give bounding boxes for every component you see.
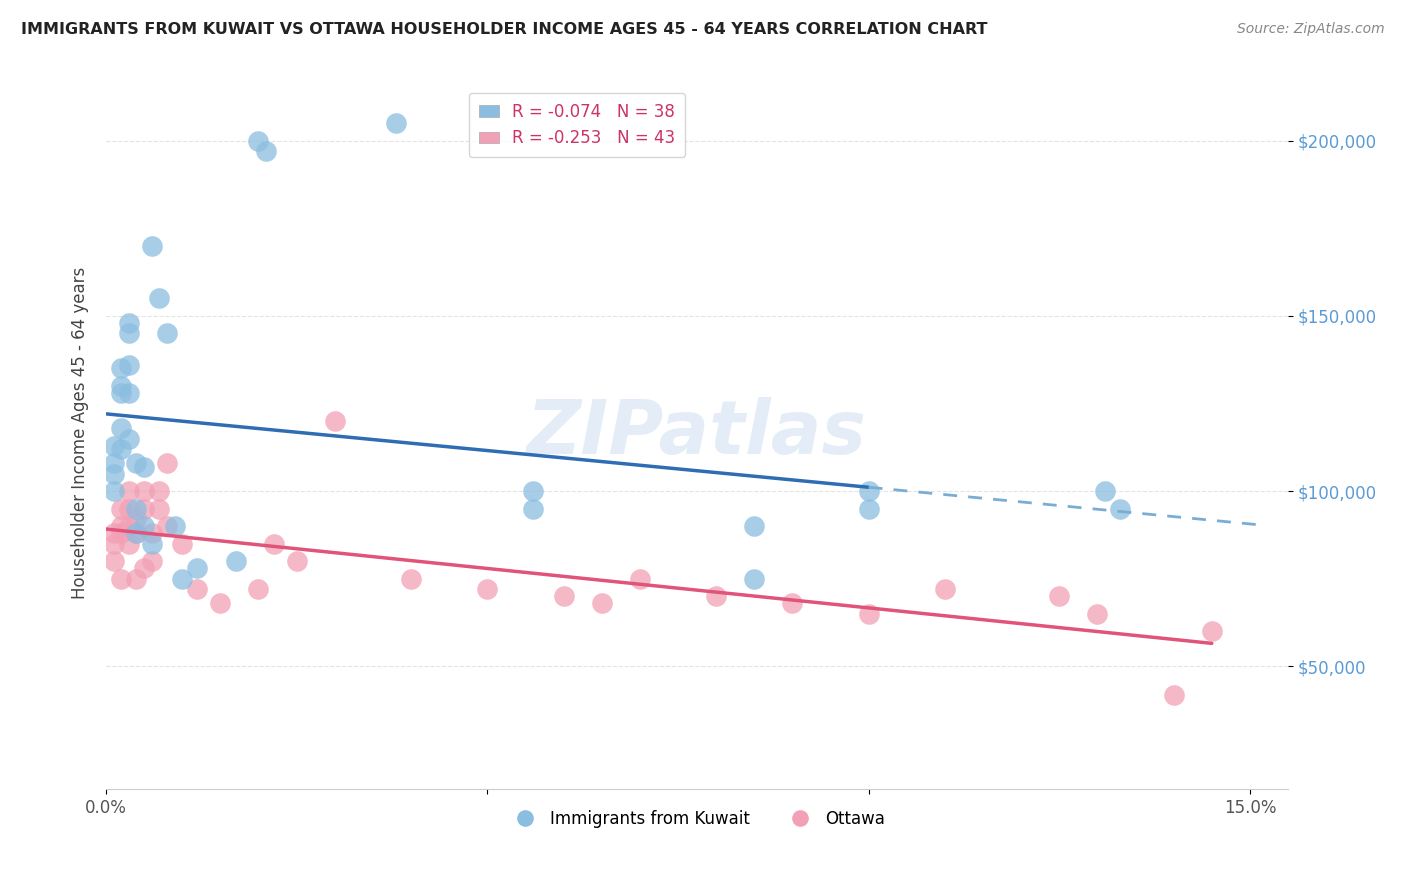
Point <box>553 590 575 604</box>
Point <box>1201 624 1223 639</box>
Point <box>103 456 125 470</box>
Point <box>209 596 232 610</box>
Point <box>934 582 956 597</box>
Point <box>103 439 125 453</box>
Point <box>858 484 880 499</box>
Text: ZIPatlas: ZIPatlas <box>527 397 868 470</box>
Point <box>172 537 194 551</box>
Point <box>384 116 406 130</box>
Point <box>285 554 308 568</box>
Point <box>141 526 163 541</box>
Point <box>132 459 155 474</box>
Point <box>1163 688 1185 702</box>
Point <box>858 607 880 621</box>
Point <box>148 484 170 499</box>
Point <box>186 561 208 575</box>
Point <box>132 484 155 499</box>
Point <box>132 519 155 533</box>
Point <box>742 519 765 533</box>
Point <box>1109 501 1132 516</box>
Point <box>132 501 155 516</box>
Point <box>125 526 148 541</box>
Point <box>125 526 148 541</box>
Text: IMMIGRANTS FROM KUWAIT VS OTTAWA HOUSEHOLDER INCOME AGES 45 - 64 YEARS CORRELATI: IMMIGRANTS FROM KUWAIT VS OTTAWA HOUSEHO… <box>21 22 987 37</box>
Point <box>225 554 247 568</box>
Point <box>118 537 141 551</box>
Point <box>110 386 132 401</box>
Point <box>118 519 141 533</box>
Point <box>254 144 277 158</box>
Point <box>110 442 132 456</box>
Legend: Immigrants from Kuwait, Ottawa: Immigrants from Kuwait, Ottawa <box>502 803 891 834</box>
Point <box>118 432 141 446</box>
Point <box>110 572 132 586</box>
Point <box>163 519 186 533</box>
Point <box>1087 607 1109 621</box>
Point <box>110 501 132 516</box>
Point <box>247 134 270 148</box>
Point <box>148 501 170 516</box>
Point <box>522 484 544 499</box>
Point <box>1094 484 1116 499</box>
Point <box>522 501 544 516</box>
Point <box>1047 590 1070 604</box>
Point <box>118 386 141 401</box>
Point <box>118 484 141 499</box>
Point <box>125 512 148 526</box>
Point <box>742 572 765 586</box>
Point <box>704 590 727 604</box>
Point <box>148 291 170 305</box>
Point <box>110 361 132 376</box>
Point <box>125 456 148 470</box>
Point <box>103 537 125 551</box>
Point <box>263 537 285 551</box>
Point <box>110 379 132 393</box>
Point <box>186 582 208 597</box>
Text: Source: ZipAtlas.com: Source: ZipAtlas.com <box>1237 22 1385 37</box>
Y-axis label: Householder Income Ages 45 - 64 years: Householder Income Ages 45 - 64 years <box>72 268 89 599</box>
Point <box>118 326 141 341</box>
Point <box>118 316 141 330</box>
Point <box>125 572 148 586</box>
Point <box>103 484 125 499</box>
Point <box>132 561 155 575</box>
Point <box>323 414 346 428</box>
Point <box>156 326 179 341</box>
Point <box>156 456 179 470</box>
Point <box>110 526 132 541</box>
Point <box>591 596 613 610</box>
Point <box>141 537 163 551</box>
Point <box>118 358 141 372</box>
Point <box>156 519 179 533</box>
Point <box>782 596 804 610</box>
Point <box>477 582 499 597</box>
Point <box>125 501 148 516</box>
Point <box>103 467 125 481</box>
Point <box>141 554 163 568</box>
Point <box>118 501 141 516</box>
Point <box>103 554 125 568</box>
Point <box>247 582 270 597</box>
Point <box>110 421 132 435</box>
Point <box>103 526 125 541</box>
Point <box>110 519 132 533</box>
Point <box>141 238 163 252</box>
Point <box>628 572 651 586</box>
Point <box>399 572 422 586</box>
Point <box>858 501 880 516</box>
Point <box>172 572 194 586</box>
